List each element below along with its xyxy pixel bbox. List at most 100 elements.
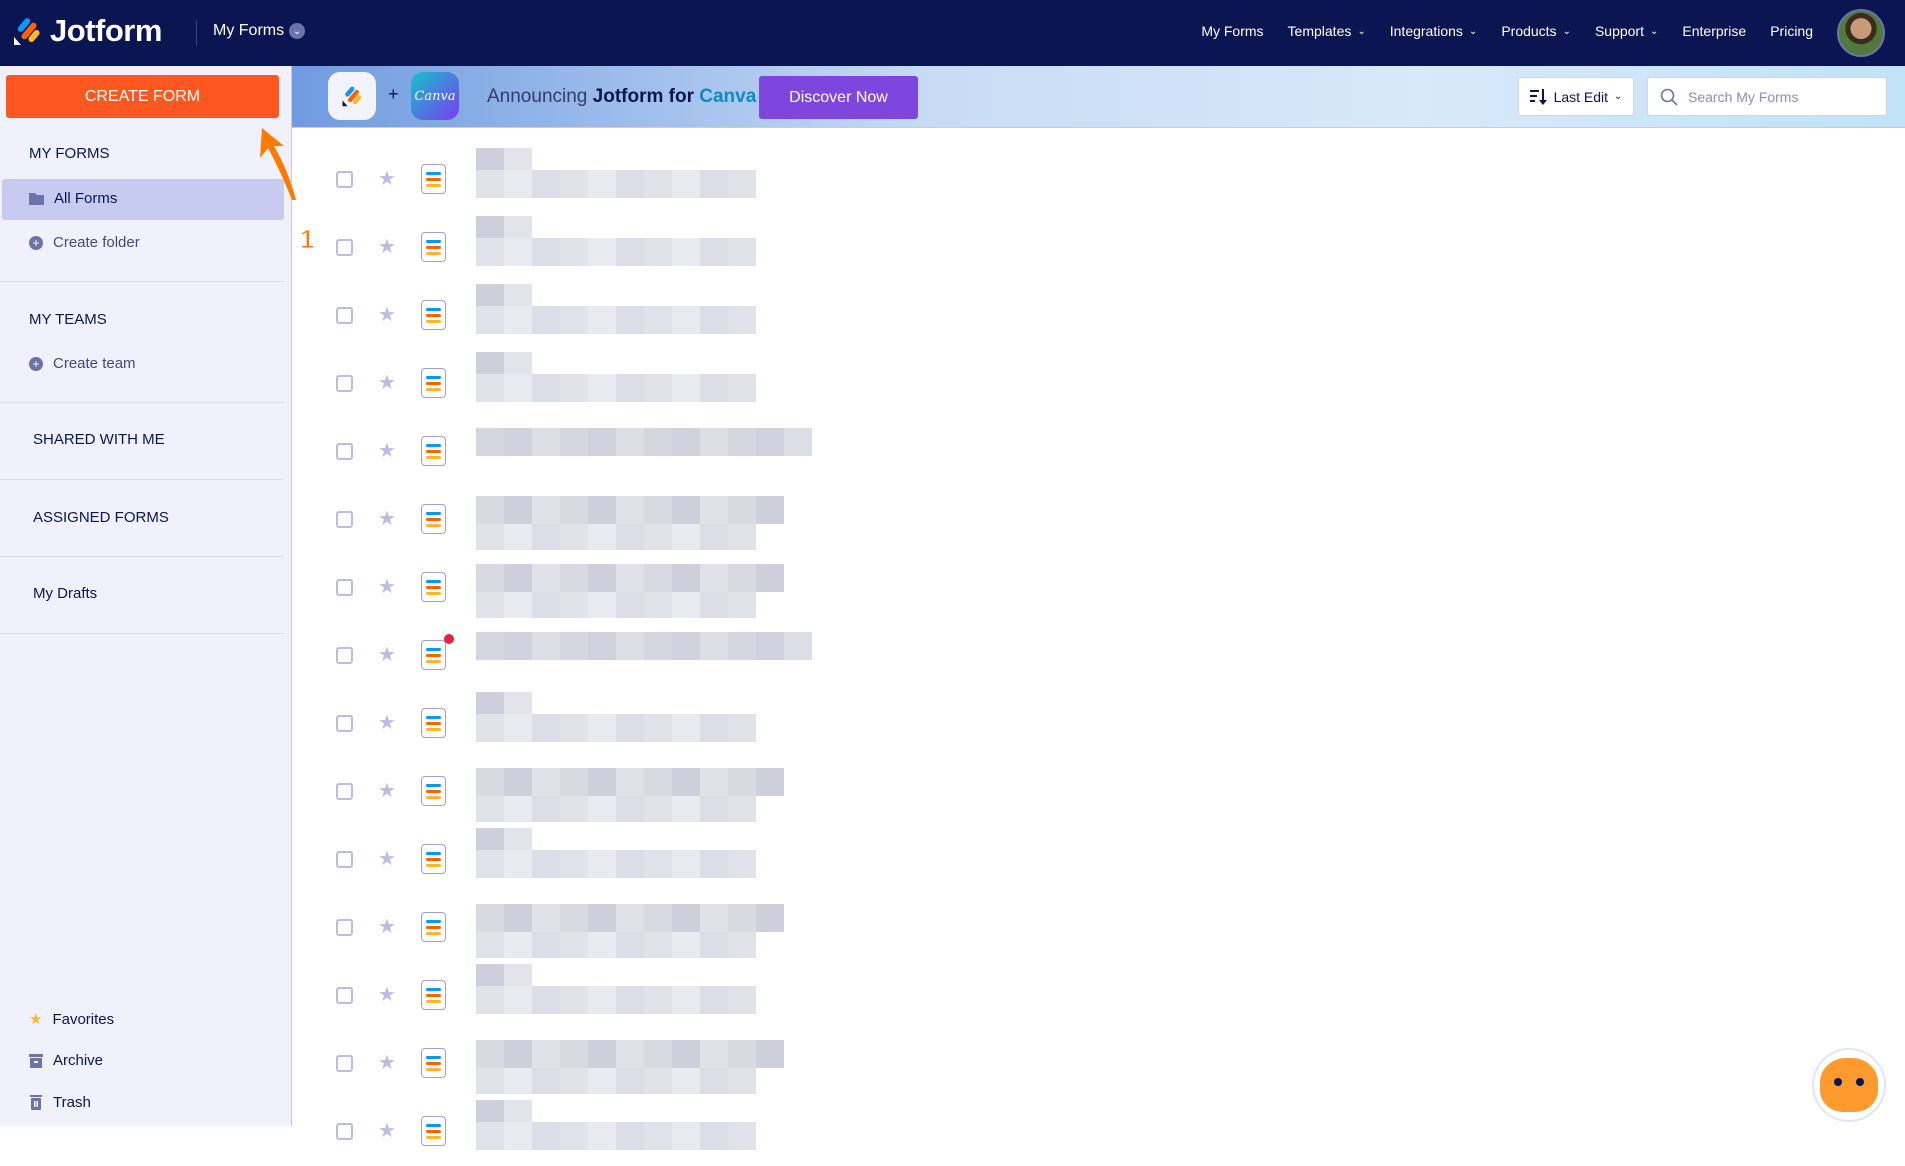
row-checkbox[interactable] <box>336 511 353 528</box>
row-checkbox[interactable] <box>336 987 353 1004</box>
form-title-redacted[interactable] <box>476 964 532 986</box>
form-meta-redacted <box>476 1122 756 1150</box>
search-box[interactable] <box>1647 77 1887 116</box>
sidebar-item-trash[interactable]: Trash <box>29 1094 91 1111</box>
star-icon[interactable]: ★ <box>378 440 396 462</box>
row-checkbox[interactable] <box>336 783 353 800</box>
form-title-redacted[interactable] <box>476 632 812 660</box>
row-checkbox[interactable] <box>336 307 353 324</box>
form-icon <box>421 776 446 806</box>
form-title-redacted[interactable] <box>476 564 784 592</box>
row-checkbox[interactable] <box>336 647 353 664</box>
sidebar-item-favorites[interactable]: ★ Favorites <box>29 1010 114 1029</box>
nav-support[interactable]: Support ⌄ <box>1595 23 1658 39</box>
divider <box>0 556 284 557</box>
form-row[interactable]: ★ <box>293 214 1905 282</box>
nav-integrations[interactable]: Integrations ⌄ <box>1390 23 1478 39</box>
star-icon[interactable]: ★ <box>378 644 396 666</box>
nav-products[interactable]: Products ⌄ <box>1501 23 1571 39</box>
chevron-down-icon: ⌄ <box>1614 91 1623 102</box>
star-icon[interactable]: ★ <box>378 1052 396 1074</box>
sidebar-item-assigned-forms[interactable]: ASSIGNED FORMS <box>33 509 169 526</box>
form-title-redacted[interactable] <box>476 496 784 524</box>
form-title-redacted[interactable] <box>476 352 532 374</box>
star-icon[interactable]: ★ <box>378 780 396 802</box>
form-title-redacted[interactable] <box>476 216 532 238</box>
form-title-redacted[interactable] <box>476 1040 784 1068</box>
nav-enterprise[interactable]: Enterprise <box>1682 23 1746 39</box>
my-forms-dropdown[interactable]: My Forms ⌄ <box>213 22 306 40</box>
row-checkbox[interactable] <box>336 851 353 868</box>
sidebar-item-shared-with-me[interactable]: SHARED WITH ME <box>33 431 165 448</box>
star-icon[interactable]: ★ <box>378 984 396 1006</box>
form-title-redacted[interactable] <box>476 768 784 796</box>
sidebar-item-archive[interactable]: Archive <box>29 1052 103 1069</box>
form-row[interactable]: ★ <box>293 486 1905 554</box>
row-checkbox[interactable] <box>336 375 353 392</box>
star-icon[interactable]: ★ <box>378 712 396 734</box>
row-checkbox[interactable] <box>336 919 353 936</box>
nav-my-forms[interactable]: My Forms <box>1201 23 1263 39</box>
user-avatar[interactable] <box>1837 9 1885 57</box>
star-icon[interactable]: ★ <box>378 1120 396 1142</box>
sort-dropdown[interactable]: Last Edit ⌄ <box>1518 77 1634 116</box>
form-row[interactable]: ★ <box>293 146 1905 214</box>
form-row[interactable]: ★ <box>293 350 1905 418</box>
star-icon[interactable]: ★ <box>378 168 396 190</box>
star-icon[interactable]: ★ <box>378 508 396 530</box>
form-row[interactable]: ★ <box>293 758 1905 826</box>
row-checkbox[interactable] <box>336 1055 353 1072</box>
form-row[interactable]: ★ <box>293 418 1905 486</box>
star-icon[interactable]: ★ <box>378 916 396 938</box>
form-title-redacted[interactable] <box>476 692 532 714</box>
form-row[interactable]: ★ <box>293 690 1905 758</box>
form-row[interactable]: ★ <box>293 962 1905 1030</box>
announcement-banner: + Canva Announcing Jotform for Canva Dis… <box>292 66 1905 128</box>
row-checkbox[interactable] <box>336 715 353 732</box>
row-checkbox[interactable] <box>336 443 353 460</box>
row-checkbox[interactable] <box>336 579 353 596</box>
form-meta-redacted <box>476 170 756 198</box>
form-title-redacted[interactable] <box>476 428 812 456</box>
form-meta-redacted <box>476 1068 756 1094</box>
form-title-redacted[interactable] <box>476 904 784 932</box>
sidebar-item-my-drafts[interactable]: My Drafts <box>33 585 98 602</box>
jotform-logo[interactable]: Jotform <box>12 13 162 49</box>
sidebar-item-label: Create folder <box>53 234 140 251</box>
search-input[interactable] <box>1688 88 1868 105</box>
sidebar-item-all-forms[interactable]: All Forms <box>29 190 117 207</box>
nav-templates[interactable]: Templates ⌄ <box>1288 23 1366 39</box>
row-checkbox[interactable] <box>336 171 353 188</box>
discover-now-button[interactable]: Discover Now <box>759 76 918 119</box>
form-title-redacted[interactable] <box>476 148 532 170</box>
announcement-text: Announcing Jotform for Canva <box>487 86 756 108</box>
sidebar-item-all-forms-highlight[interactable] <box>2 179 284 220</box>
form-title-redacted[interactable] <box>476 828 532 850</box>
star-icon[interactable]: ★ <box>378 372 396 394</box>
star-icon[interactable]: ★ <box>378 848 396 870</box>
form-meta-redacted <box>476 306 756 334</box>
form-icon <box>421 164 446 194</box>
star-icon[interactable]: ★ <box>378 236 396 258</box>
star-icon[interactable]: ★ <box>378 304 396 326</box>
form-row[interactable]: ★ <box>293 826 1905 894</box>
star-icon[interactable]: ★ <box>378 576 396 598</box>
form-row[interactable]: ★ <box>293 1030 1905 1098</box>
form-meta-redacted <box>476 238 756 266</box>
create-form-button[interactable]: CREATE FORM <box>6 75 279 118</box>
form-row[interactable]: ★ <box>293 894 1905 962</box>
assistant-mascot-button[interactable] <box>1812 1048 1886 1122</box>
form-title-redacted[interactable] <box>476 284 532 306</box>
form-row[interactable]: ★ <box>293 1098 1905 1166</box>
form-row[interactable]: ★ <box>293 282 1905 350</box>
form-meta-redacted <box>476 524 756 550</box>
create-team-button[interactable]: + Create team <box>29 355 136 372</box>
chevron-down-icon: ⌄ <box>1468 25 1478 37</box>
create-folder-button[interactable]: + Create folder <box>29 234 140 251</box>
form-row[interactable]: ★ <box>293 554 1905 622</box>
form-row[interactable]: ★ <box>293 622 1905 690</box>
row-checkbox[interactable] <box>336 239 353 256</box>
form-title-redacted[interactable] <box>476 1100 532 1122</box>
star-icon: ★ <box>29 1011 43 1028</box>
nav-pricing[interactable]: Pricing <box>1770 23 1813 39</box>
